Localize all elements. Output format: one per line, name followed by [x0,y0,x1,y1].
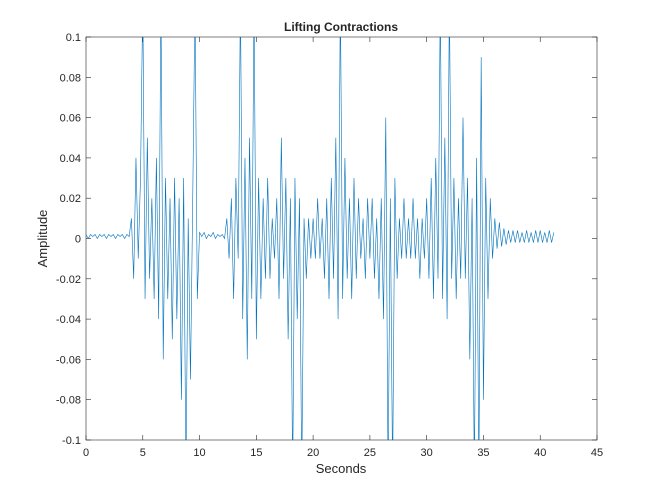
y-tick-label: -0.1 [62,435,81,447]
x-tick-label: 0 [83,447,89,459]
chart-title: Lifting Contractions [284,20,398,34]
y-tick-label: -0.08 [56,395,81,407]
signal-line [86,37,555,440]
x-tick-label: 35 [477,447,489,459]
x-tick-label: 15 [250,447,262,459]
x-tick-label: 20 [307,447,319,459]
y-tick-label: 0.1 [66,32,81,44]
y-tick-label: -0.02 [56,274,81,286]
y-tick-label: 0.08 [60,72,81,84]
y-tick-label: -0.04 [56,314,81,326]
y-tick-label: 0.06 [60,113,81,125]
x-tick-label: 10 [193,447,205,459]
x-tick-label: 30 [421,447,433,459]
x-tick-label: 5 [140,447,146,459]
y-axis-label: Amplitude [35,210,50,268]
plot-area [85,36,598,441]
y-tick-label: 0.02 [60,193,81,205]
x-tick-label: 25 [364,447,376,459]
x-axis-label: Seconds [316,461,367,476]
y-tick-label: -0.06 [56,354,81,366]
y-tick-label: 0 [75,234,81,246]
x-tick-label: 40 [534,447,546,459]
y-tick-label: 0.04 [60,153,81,165]
x-tick-label: 45 [591,447,603,459]
